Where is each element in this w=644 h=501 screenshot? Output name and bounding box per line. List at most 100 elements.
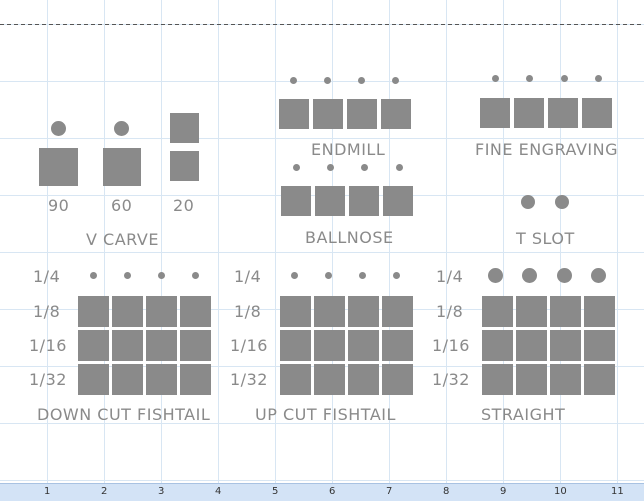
down-cut-square [112,330,143,361]
down-cut-square [146,296,177,327]
up-cut-square [348,296,379,327]
endmill-label: ENDMILL [311,140,386,159]
ruler-number: 11 [611,486,624,497]
size-label-1-16: 1/16 [432,336,470,355]
up-cut-square [280,296,311,327]
down-cut-square [112,296,143,327]
vcarve-angle-90: 90 [48,196,70,215]
up-cut-square [348,364,379,395]
fine-engraving-dot [492,75,499,82]
up-cut-square [314,364,345,395]
vcarve-60-dot [114,121,129,136]
fine-engraving-square [548,98,578,128]
fine-engraving-dot [561,75,568,82]
up-cut-fishtail-label: UP CUT FISHTAIL [255,405,396,424]
down-cut-square [180,330,211,361]
size-label-1-16: 1/16 [230,336,268,355]
straight-square [584,330,615,361]
size-label-1-4: 1/4 [436,267,464,286]
size-label-1-8: 1/8 [234,302,262,321]
straight-label: STRAIGHT [481,405,566,424]
vcarve-angle-20: 20 [173,196,195,215]
down-cut-square [112,364,143,395]
fine-engraving-dot [526,75,533,82]
fine-engraving-dot [595,75,602,82]
straight-square [584,364,615,395]
fine-engraving-square [480,98,510,128]
straight-square [584,296,615,327]
vcarve-20-square-top [170,113,199,143]
vcarve-90-square [39,148,78,186]
up-cut-square [348,330,379,361]
ruler-number: 4 [215,486,222,497]
straight-square [482,330,513,361]
ballnose-label: BALLNOSE [305,228,394,247]
straight-square [550,330,581,361]
ballnose-square [383,186,413,216]
up-cut-square [314,330,345,361]
size-label-1-32: 1/32 [29,370,67,389]
down-cut-fishtail-label: DOWN CUT FISHTAIL [37,405,211,424]
up-cut-dot [291,272,298,279]
vcarve-20-square-bottom [170,151,199,181]
ruler-number: 3 [158,486,165,497]
down-cut-square [146,330,177,361]
down-cut-dot [124,272,131,279]
up-cut-square [382,296,413,327]
endmill-dot [324,77,331,84]
up-cut-square [382,330,413,361]
ballnose-dot [361,164,368,171]
tslot-dot [521,195,535,209]
up-cut-square [382,364,413,395]
size-label-1-32: 1/32 [432,370,470,389]
fine-engraving-square [514,98,544,128]
ballnose-dot [396,164,403,171]
down-cut-square [78,364,109,395]
straight-square [516,330,547,361]
size-label-1-32: 1/32 [230,370,268,389]
bottom-ruler[interactable]: 1 2 3 4 5 6 7 8 9 10 11 [0,483,644,501]
ruler-number: 10 [554,486,567,497]
straight-square [516,296,547,327]
straight-square [482,296,513,327]
ballnose-dot [293,164,300,171]
up-cut-dot [393,272,400,279]
size-label-1-8: 1/8 [33,302,61,321]
fine-engraving-label: FINE ENGRAVING [475,140,618,159]
tslot-dot [555,195,569,209]
size-label-1-4: 1/4 [33,267,61,286]
size-label-1-4: 1/4 [234,267,262,286]
straight-square [550,364,581,395]
up-cut-dot [359,272,366,279]
straight-dot [557,268,572,283]
straight-dot [522,268,537,283]
ruler-number: 7 [386,486,393,497]
endmill-dot [290,77,297,84]
ruler-number: 8 [443,486,450,497]
straight-square [482,364,513,395]
size-label-1-8: 1/8 [436,302,464,321]
down-cut-square [180,364,211,395]
down-cut-dot [192,272,199,279]
ballnose-square [281,186,311,216]
down-cut-square [180,296,211,327]
endmill-square [381,99,411,129]
ruler-number: 9 [500,486,507,497]
tslot-label: T SLOT [516,229,575,248]
down-cut-square [146,364,177,395]
up-cut-square [280,364,311,395]
straight-dot [488,268,503,283]
ruler-number: 6 [329,486,336,497]
size-label-1-16: 1/16 [29,336,67,355]
vcarve-90-dot [51,121,66,136]
endmill-dot [392,77,399,84]
up-cut-square [280,330,311,361]
up-cut-dot [325,272,332,279]
up-cut-square [314,296,345,327]
ruler-number: 1 [44,486,51,497]
down-cut-square [78,296,109,327]
ruler-number: 2 [101,486,108,497]
fine-engraving-square [582,98,612,128]
down-cut-dot [90,272,97,279]
